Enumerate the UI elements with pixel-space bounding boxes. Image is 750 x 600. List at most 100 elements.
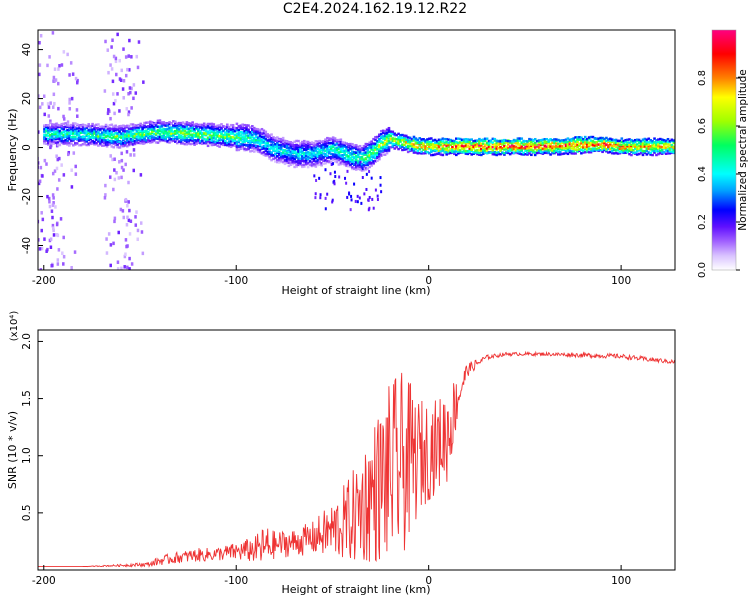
spectrogram-ridge-cell [599,148,602,152]
spectrogram-ridge-cell [437,138,441,141]
spectrogram-ridge-cell [64,139,67,142]
spectrogram-ridge-cell [326,148,329,151]
spectrogram-ridge-cell [428,140,431,144]
spectrogram-ridge-cell [225,135,229,138]
spectrogram-ridge-cell [576,140,579,144]
spectrogram-ridge-cell [110,139,114,143]
spectrogram-ridge-cell [455,150,458,153]
spectrogram-ridge-cell [235,140,239,144]
spectrogram-ridge-cell [662,146,666,149]
spectrogram-ridge-cell [62,122,66,126]
spectrogram-ridge-cell [614,138,618,142]
spectrogram-ridge-cell [249,141,252,144]
spectrogram-ridge-cell [349,147,352,150]
spectrogram-ridge-cell [356,150,360,153]
spectrogram-ridge-cell [252,129,256,132]
spectrogram-ridge-cell [276,158,279,162]
spectrogram-ridge-cell [310,149,314,153]
spectrogram-ridge-cell [562,148,566,152]
spectrogram-ridge-cell [607,147,610,151]
spectrogram-ridge-cell [618,150,622,154]
spectrogram-ridge-cell [66,143,69,146]
spectrogram-ridge-cell [337,158,341,162]
spectrogram-ridge-cell [526,147,529,150]
spectrogram-ridge-cell [582,149,585,153]
spectrogram-ridge-cell [183,134,187,138]
spectrogram-ridge-cell [545,147,549,151]
spectrogram-ridge-cell [197,138,200,141]
spectrogram-noise-cell [128,68,131,72]
spectrogram-ridge-cell [347,146,350,149]
spectrogram-ridge-cell [231,130,235,133]
spectrogram-ridge-cell [645,147,649,151]
spectrogram-ridge-cell [241,147,244,150]
spectrogram-ridge-cell [237,134,241,137]
spectrogram-ridge-cell [254,135,258,139]
spectrogram-ridge-cell [301,142,304,145]
spectrogram-ridge-cell [358,165,362,169]
spectrogram-ridge-cell [543,137,547,141]
spectrogram-ridge-cell [362,147,366,150]
spectrogram-ridge-cell [597,138,601,142]
spectrogram-ridge-cell [341,146,345,150]
spectrogram-ridge-cell [555,139,558,142]
spectrogram-ridge-cell [147,127,150,130]
spectrogram-noise-cell [361,167,364,171]
spectrogram-ridge-cell [66,132,69,136]
spectrogram-ridge-cell [610,140,614,143]
spectrogram-ridge-cell [437,144,441,147]
spectrogram-ridge-cell [239,139,243,142]
spectrogram-ridge-cell [299,143,302,147]
spectrogram-ridge-cell [354,151,358,154]
spectrogram-noise-cell [127,218,131,223]
spectrogram-ridge-cell [279,145,283,148]
spectrogram-ridge-cell [497,151,500,154]
spectrogram-ridge-cell [639,140,643,143]
spectrogram-ridge-cell [460,144,464,148]
spectrogram-ridge-cell [624,147,627,150]
spectrogram-ridge-cell [274,136,277,140]
spectrogram-ridge-cell [137,131,141,134]
spectrogram-ridge-cell [476,143,479,146]
spectrogram-ridge-cell [181,121,185,124]
spectrogram-ridge-cell [603,144,606,148]
spectrogram-ridge-cell [578,144,581,147]
spectrogram-ridge-cell [64,135,67,138]
spectrogram-ridge-cell [368,150,372,154]
spectrogram-ridge-cell [333,157,337,161]
spectrogram-ridge-cell [214,128,218,131]
spectrogram-ridge-cell [310,141,314,144]
spectrogram-ridge-cell [539,148,543,151]
spectrogram-ridge-cell [412,151,416,154]
spectrogram-ridge-cell [112,127,116,130]
spectrogram-ridge-cell [582,138,585,141]
spectrogram-ridge-cell [208,134,212,138]
spectrogram-ridge-cell [404,148,408,151]
spectrogram-ridge-cell [241,135,244,138]
spectrogram-ridge-cell [231,123,235,127]
spectrogram-ridge-cell [443,151,447,154]
spectrogram-ridge-cell [324,140,327,144]
spectrogram-ridge-cell [247,145,250,148]
spectrogram-ridge-cell [64,133,67,136]
spectrogram-ridge-cell [616,139,620,143]
spectrogram-ridge-cell [239,134,243,137]
spectrogram-ridge-cell [100,131,104,134]
spectrogram-ridge-cell [372,137,375,141]
spectrogram-noise-cell [46,194,49,199]
spectrogram-ridge-cell [495,151,499,154]
spectrogram-noise-cell [68,73,71,77]
spectrogram-ridge-cell [420,141,423,145]
spectrogram-ridge-cell [283,159,287,162]
spectrogram-ridge-cell [166,122,169,125]
spectrogram-ridge-cell [351,167,354,171]
spectrogram-ridge-cell [224,134,227,138]
spectrogram-noise-cell [73,250,77,254]
spectrogram-ridge-cell [179,123,183,126]
spectrogram-ridge-cell [235,136,239,139]
spectrogram-noise-cell [124,252,127,256]
spectrogram-ridge-cell [260,135,264,139]
spectrogram-ridge-cell [574,152,577,155]
spectrogram-ridge-cell [633,145,637,148]
spectrogram-ridge-cell [210,127,214,130]
